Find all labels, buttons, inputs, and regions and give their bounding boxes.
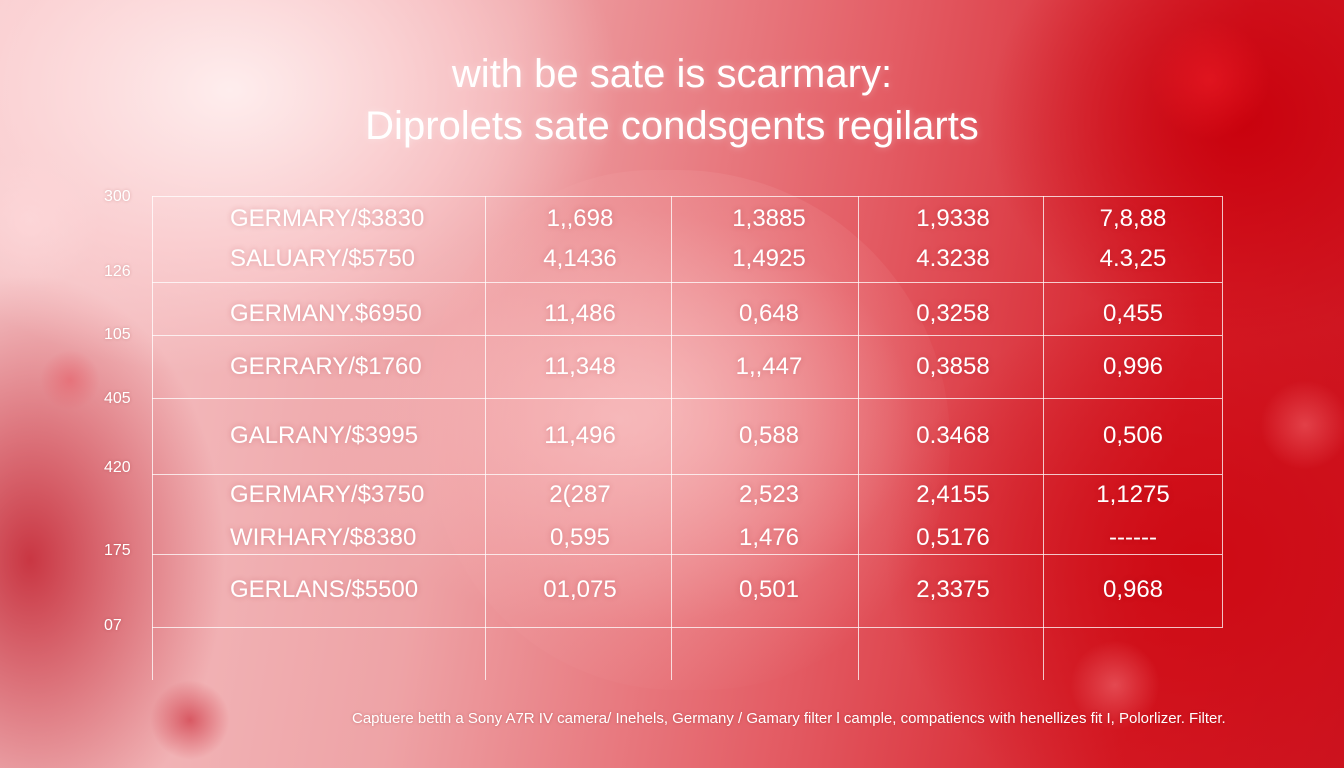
table-cell: 11,496 [544, 422, 616, 449]
grid-row-line [152, 554, 1222, 555]
table-cell: ------ [1109, 524, 1157, 551]
title-line-2: Diprolets sate condsgents regilarts [365, 104, 979, 148]
table-cell: 2,3375 [916, 576, 990, 603]
axis-label: 126 [104, 263, 131, 280]
row-label: WIRHARY/$8380 [230, 524, 417, 551]
hand-silhouette [430, 170, 950, 690]
table-cell: 4,1436 [543, 245, 617, 272]
table-cell: 0,455 [1102, 300, 1164, 327]
table-cell: 7,8,88 [1099, 205, 1167, 232]
table-cell: 0,996 [1102, 353, 1164, 380]
table-cell: 1,1275 [1096, 481, 1170, 508]
grid-row-line [152, 282, 1222, 283]
grid-col-line [485, 196, 486, 680]
grid-col-line [671, 196, 672, 680]
axis-label: 300 [104, 188, 131, 205]
grid-col-line [1043, 196, 1044, 680]
table-cell: 1,9338 [916, 205, 990, 232]
table-cell: 0,968 [1102, 576, 1164, 603]
table-cell: 0,3258 [916, 300, 990, 327]
table-cell: 2,4155 [916, 481, 990, 508]
bokeh-light [40, 350, 100, 410]
axis-label: 175 [104, 542, 131, 559]
row-label: GERMARY/$3830 [230, 205, 425, 232]
row-label: GALRANY/$3995 [230, 422, 419, 449]
table-cell: 0,595 [549, 524, 611, 551]
row-label: SALUARY/$5750 [230, 245, 416, 272]
table-cell: 0,501 [738, 576, 800, 603]
table-cell: 0,5176 [916, 524, 990, 551]
table-cell: 0,648 [738, 300, 800, 327]
bokeh-light [1070, 640, 1160, 730]
table-cell: 1,476 [738, 524, 800, 551]
axis-label: 105 [104, 326, 131, 343]
table-cell: 0,3858 [916, 353, 990, 380]
grid-col-line [1222, 196, 1223, 628]
table-cell: 11,348 [544, 353, 616, 380]
axis-label: 07 [104, 617, 122, 634]
row-label: GERRARY/$1760 [230, 353, 422, 380]
bokeh-light [1260, 380, 1344, 470]
grid-col-line [858, 196, 859, 680]
table-cell: 1,,447 [735, 353, 803, 380]
table-cell: 1,,698 [546, 205, 614, 232]
grid-row-line [152, 335, 1222, 336]
table-cell: 4.3238 [916, 245, 990, 272]
photo-caption: Captuere betth a Sony A7R IV camera/ Ine… [352, 710, 1226, 727]
table-cell: 11,486 [544, 300, 616, 327]
axis-label: 420 [104, 459, 131, 476]
table-cell: 2,523 [738, 481, 800, 508]
table-cell: 0,506 [1102, 422, 1164, 449]
table-cell: 4.3,25 [1099, 245, 1167, 272]
table-cell: 1,3885 [732, 205, 806, 232]
bokeh-light [1150, 20, 1270, 140]
grid-row-line [152, 474, 1222, 475]
row-label: GERMARY/$3750 [230, 481, 425, 508]
table-cell: 1,4925 [732, 245, 806, 272]
bokeh-light [150, 680, 230, 760]
grid-top [152, 196, 1222, 197]
grid-col-line [152, 196, 153, 680]
table-cell: 2(287 [549, 481, 611, 508]
row-label: GERLANS/$5500 [230, 576, 419, 603]
table-cell: 0.3468 [916, 422, 990, 449]
axis-label: 405 [104, 390, 131, 407]
bokeh-light [0, 150, 100, 290]
row-label: GERMANY.$6950 [230, 300, 422, 327]
table-cell: 01,075 [543, 576, 617, 603]
table-cell: 0,588 [738, 422, 800, 449]
grid-row-line [152, 398, 1222, 399]
grid-bottom [152, 627, 1222, 628]
title-line-1: with be sate is scarmary: [451, 52, 893, 96]
